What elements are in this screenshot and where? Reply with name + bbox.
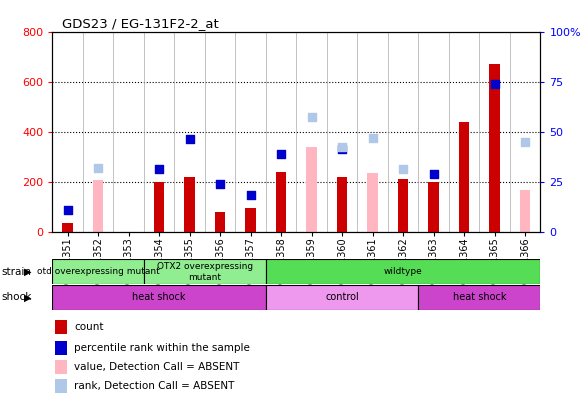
Bar (428, 182, 439, 232)
Bar (459, 122, 469, 232)
Text: ▶: ▶ (24, 267, 32, 277)
Point (185, 136, 194, 142)
Bar (55, 379, 67, 393)
Point (429, 171, 438, 177)
Bar (52, 259, 144, 284)
Bar (337, 177, 347, 232)
Bar (62, 223, 73, 232)
Text: rank, Detection Call = ABSENT: rank, Detection Call = ABSENT (74, 381, 235, 391)
Bar (306, 147, 317, 232)
Bar (398, 179, 408, 232)
Point (338, 143, 347, 150)
Text: ▶: ▶ (24, 292, 32, 303)
Point (338, 146, 347, 152)
Text: heat shock: heat shock (453, 292, 506, 302)
Bar (245, 208, 256, 232)
Point (216, 181, 225, 187)
Point (277, 151, 286, 157)
Point (246, 192, 255, 198)
Bar (55, 360, 67, 374)
Bar (93, 181, 103, 232)
Bar (276, 172, 286, 232)
Bar (154, 182, 164, 232)
Text: percentile rank within the sample: percentile rank within the sample (74, 343, 250, 353)
Point (368, 135, 377, 141)
Bar (184, 177, 195, 232)
Point (399, 166, 408, 172)
Text: OTX2 overexpressing
mutant: OTX2 overexpressing mutant (157, 262, 253, 282)
Text: heat shock: heat shock (132, 292, 186, 302)
Point (307, 114, 316, 120)
Point (490, 81, 499, 88)
Point (63, 207, 72, 213)
Bar (55, 341, 67, 355)
Text: otd overexpressing mutant: otd overexpressing mutant (37, 267, 159, 276)
Point (155, 166, 164, 172)
Point (521, 139, 530, 145)
Text: wildtype: wildtype (383, 267, 422, 276)
Bar (520, 190, 530, 232)
Text: value, Detection Call = ABSENT: value, Detection Call = ABSENT (74, 362, 239, 372)
Text: strain: strain (2, 267, 32, 277)
Bar (367, 173, 378, 232)
Bar (55, 320, 67, 334)
Bar (266, 259, 540, 284)
Bar (489, 64, 500, 232)
Bar (266, 285, 418, 310)
Bar (52, 285, 266, 310)
Text: GDS23 / EG-131F2-2_at: GDS23 / EG-131F2-2_at (62, 17, 219, 30)
Bar (144, 259, 266, 284)
Bar (215, 211, 225, 232)
Point (94, 165, 103, 171)
Bar (418, 285, 540, 310)
Text: count: count (74, 322, 104, 332)
Text: shock: shock (2, 292, 32, 303)
Text: control: control (325, 292, 359, 302)
